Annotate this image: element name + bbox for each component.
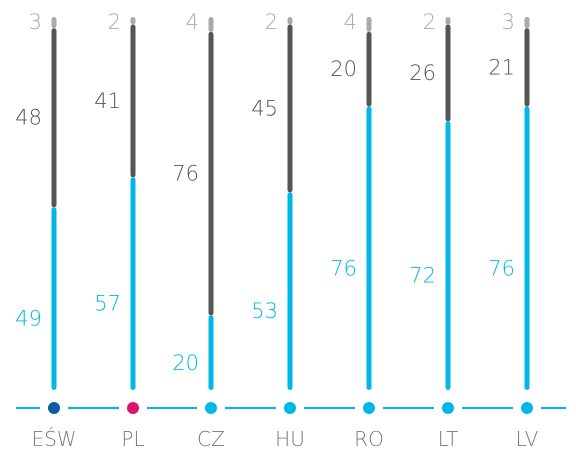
category-label: LT bbox=[438, 427, 459, 450]
value-label: 26 bbox=[409, 61, 436, 85]
category-labels-layer: EŚW PL CZ HU RO LT LV bbox=[31, 427, 538, 450]
bar-segment-lv-s1 bbox=[524, 106, 530, 391]
value-label: 76 bbox=[330, 256, 357, 280]
bar-segment-lt-s1 bbox=[445, 121, 451, 390]
category-marker bbox=[127, 402, 139, 414]
category-marker bbox=[205, 402, 217, 414]
category-label: RO bbox=[354, 427, 384, 450]
value-label: 2 bbox=[265, 10, 278, 34]
category-marker bbox=[521, 402, 533, 414]
bars-layer bbox=[51, 17, 530, 391]
bar-segment-lt-s3 bbox=[445, 17, 451, 25]
value-label: 20 bbox=[330, 57, 357, 81]
bar-segment-hu-s1 bbox=[287, 192, 293, 390]
category-marker bbox=[284, 402, 296, 414]
value-label: 57 bbox=[94, 292, 121, 316]
bar-segment-cz-s3 bbox=[208, 17, 214, 32]
bar-segment-pl-s3 bbox=[130, 17, 136, 25]
value-label: 76 bbox=[172, 162, 199, 186]
value-label: 41 bbox=[94, 89, 121, 113]
markers-layer bbox=[48, 402, 533, 414]
bar-segment-ro-s1 bbox=[366, 106, 372, 391]
category-label: CZ bbox=[197, 427, 225, 450]
category-marker bbox=[442, 402, 454, 414]
bar-segment-pl-s1 bbox=[130, 177, 136, 390]
bar-segment-ro-s3 bbox=[366, 17, 372, 32]
bar-segment-hu-s3 bbox=[287, 17, 293, 25]
bar-segment-ro-s2 bbox=[366, 31, 372, 107]
bar-segment-lv-s2 bbox=[524, 28, 530, 107]
category-label: LV bbox=[516, 427, 539, 450]
value-label: 20 bbox=[172, 351, 199, 375]
value-label: 45 bbox=[251, 96, 278, 120]
value-label: 4 bbox=[344, 10, 357, 34]
category-marker bbox=[48, 402, 60, 414]
bar-segment-ew-s1 bbox=[51, 207, 57, 390]
bar-segment-lv-s3 bbox=[524, 17, 530, 29]
category-label: HU bbox=[275, 427, 305, 450]
bar-segment-ew-s2 bbox=[51, 28, 57, 208]
bar-segment-pl-s2 bbox=[130, 24, 136, 178]
value-label: 72 bbox=[409, 264, 436, 288]
value-label: 3 bbox=[29, 10, 42, 34]
bar-segment-cz-s1 bbox=[208, 315, 214, 390]
bar-segment-ew-s3 bbox=[51, 17, 57, 29]
category-label: EŚW bbox=[31, 427, 76, 450]
value-label: 2 bbox=[108, 10, 121, 34]
value-label: 76 bbox=[488, 256, 515, 280]
value-label: 48 bbox=[15, 106, 42, 130]
value-labels-layer: 49 48 3 57 41 2 20 76 4 53 45 2 76 20 4 72 26 2 76 21 3 bbox=[15, 10, 515, 375]
category-marker bbox=[363, 402, 375, 414]
bar-segment-hu-s2 bbox=[287, 24, 293, 193]
category-label: PL bbox=[121, 427, 144, 450]
value-label: 3 bbox=[502, 10, 515, 34]
value-label: 2 bbox=[423, 10, 436, 34]
value-label: 21 bbox=[488, 55, 515, 79]
bar-segment-cz-s2 bbox=[208, 31, 214, 316]
value-label: 49 bbox=[15, 307, 42, 331]
value-label: 4 bbox=[186, 10, 199, 34]
bar-segment-lt-s2 bbox=[445, 24, 451, 122]
value-label: 53 bbox=[251, 299, 278, 323]
